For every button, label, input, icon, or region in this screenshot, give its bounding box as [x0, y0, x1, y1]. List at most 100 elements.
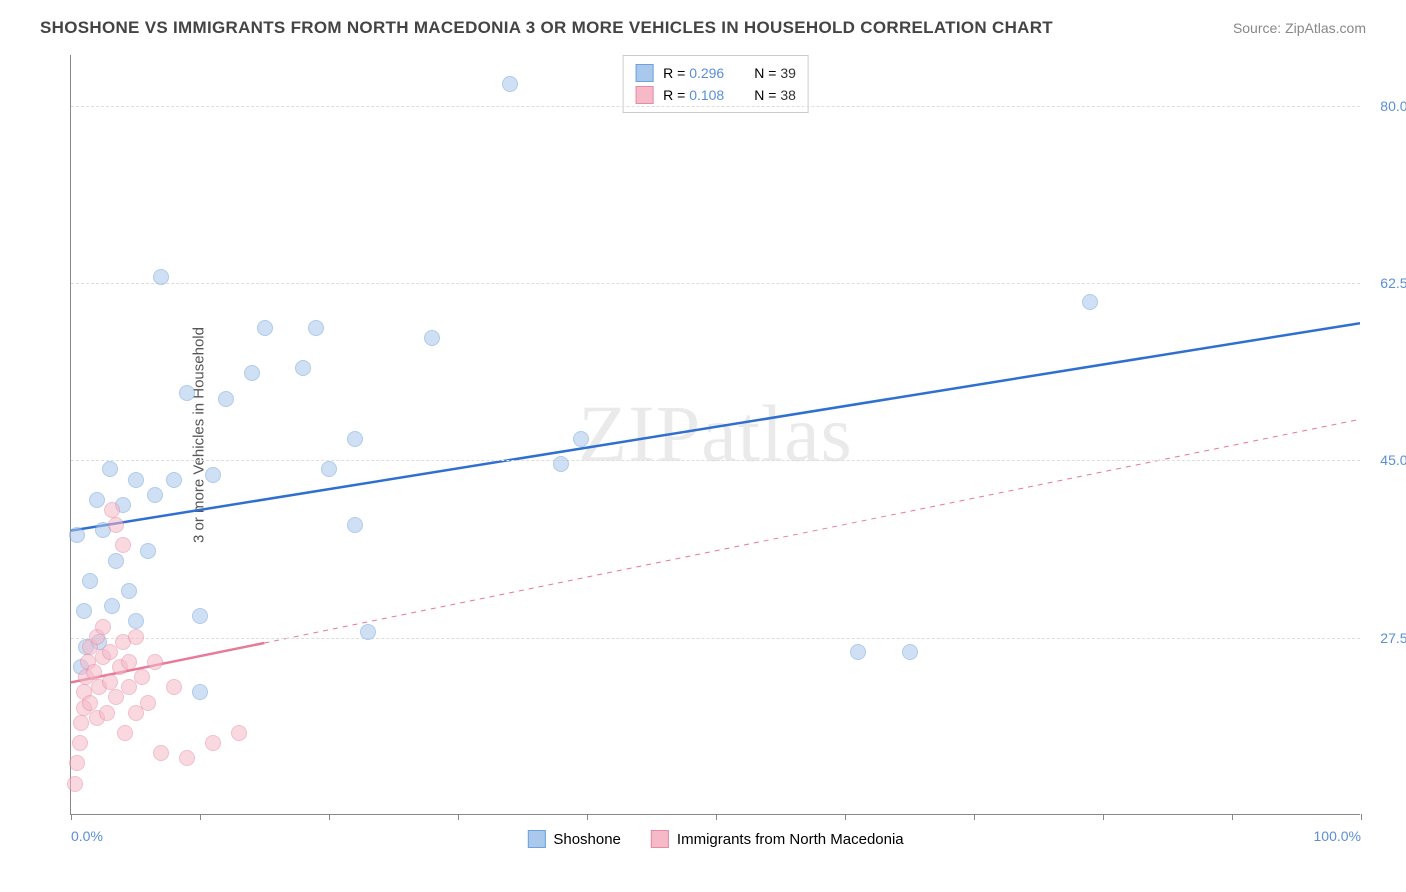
data-point — [72, 735, 88, 751]
data-point — [89, 492, 105, 508]
data-point — [69, 527, 85, 543]
data-point — [147, 654, 163, 670]
data-point — [128, 613, 144, 629]
data-point — [850, 644, 866, 660]
data-point — [102, 674, 118, 690]
legend-swatch — [527, 830, 545, 848]
x-tick — [458, 814, 459, 820]
data-point — [205, 735, 221, 751]
data-point — [1082, 294, 1098, 310]
legend-label: Immigrants from North Macedonia — [677, 831, 904, 848]
data-point — [257, 320, 273, 336]
y-axis-label: 3 or more Vehicles in Household — [190, 327, 207, 543]
x-tick — [329, 814, 330, 820]
data-point — [86, 664, 102, 680]
x-tick — [845, 814, 846, 820]
data-point — [347, 431, 363, 447]
legend-stat-row: R = 0.296 N = 39 — [635, 62, 796, 84]
y-tick-label: 80.0% — [1380, 98, 1406, 114]
y-tick-label: 27.5% — [1380, 630, 1406, 646]
y-tick-label: 45.0% — [1380, 452, 1406, 468]
data-point — [69, 755, 85, 771]
data-point — [108, 553, 124, 569]
legend-n-label: N = 38 — [754, 87, 796, 103]
data-point — [153, 745, 169, 761]
x-tick — [1103, 814, 1104, 820]
data-point — [192, 608, 208, 624]
data-point — [231, 725, 247, 741]
legend-label: Shoshone — [553, 831, 621, 848]
legend-swatch — [651, 830, 669, 848]
x-axis-label: 0.0% — [71, 828, 103, 844]
data-point — [108, 517, 124, 533]
data-point — [82, 573, 98, 589]
data-point — [166, 472, 182, 488]
data-point — [102, 461, 118, 477]
data-point — [553, 456, 569, 472]
data-point — [121, 583, 137, 599]
data-point — [99, 705, 115, 721]
data-point — [82, 695, 98, 711]
data-point — [95, 619, 111, 635]
data-point — [295, 360, 311, 376]
chart-source: Source: ZipAtlas.com — [1233, 20, 1366, 36]
legend-r-label: R = 0.108 — [663, 87, 724, 103]
y-tick-label: 62.5% — [1380, 275, 1406, 291]
legend-item: Shoshone — [527, 830, 621, 848]
data-point — [166, 679, 182, 695]
data-point — [244, 365, 260, 381]
data-point — [67, 776, 83, 792]
regression-lines — [71, 55, 1360, 814]
data-point — [347, 517, 363, 533]
data-point — [179, 750, 195, 766]
data-point — [115, 537, 131, 553]
data-point — [192, 684, 208, 700]
chart-header: SHOSHONE VS IMMIGRANTS FROM NORTH MACEDO… — [40, 18, 1366, 38]
watermark: ZIPatlas — [578, 389, 853, 480]
data-point — [121, 654, 137, 670]
x-tick — [1232, 814, 1233, 820]
data-point — [147, 487, 163, 503]
x-tick — [71, 814, 72, 820]
data-point — [153, 269, 169, 285]
data-point — [321, 461, 337, 477]
x-tick — [1361, 814, 1362, 820]
legend-stat-row: R = 0.108 N = 38 — [635, 84, 796, 106]
data-point — [424, 330, 440, 346]
x-tick — [200, 814, 201, 820]
data-point — [360, 624, 376, 640]
gridline — [71, 106, 1360, 107]
data-point — [140, 543, 156, 559]
legend-item: Immigrants from North Macedonia — [651, 830, 904, 848]
data-point — [140, 695, 156, 711]
data-point — [117, 725, 133, 741]
data-point — [128, 472, 144, 488]
data-point — [73, 715, 89, 731]
gridline — [71, 638, 1360, 639]
legend-swatch — [635, 86, 653, 104]
chart-title: SHOSHONE VS IMMIGRANTS FROM NORTH MACEDO… — [40, 18, 1053, 38]
data-point — [218, 391, 234, 407]
data-point — [205, 467, 221, 483]
data-point — [76, 603, 92, 619]
x-axis-label: 100.0% — [1314, 828, 1361, 844]
x-tick — [974, 814, 975, 820]
data-point — [573, 431, 589, 447]
data-point — [104, 598, 120, 614]
legend-r-label: R = 0.296 — [663, 65, 724, 81]
x-tick — [716, 814, 717, 820]
correlation-legend: R = 0.296 N = 39 R = 0.108 N = 38 — [622, 55, 809, 113]
data-point — [134, 669, 150, 685]
x-tick — [587, 814, 588, 820]
data-point — [104, 502, 120, 518]
plot-area: 3 or more Vehicles in Household ZIPatlas… — [70, 55, 1360, 815]
data-point — [502, 76, 518, 92]
gridline — [71, 460, 1360, 461]
gridline — [71, 283, 1360, 284]
data-point — [179, 385, 195, 401]
legend-swatch — [635, 64, 653, 82]
series-legend: Shoshone Immigrants from North Macedonia — [527, 830, 903, 848]
legend-n-label: N = 39 — [754, 65, 796, 81]
data-point — [308, 320, 324, 336]
data-point — [902, 644, 918, 660]
